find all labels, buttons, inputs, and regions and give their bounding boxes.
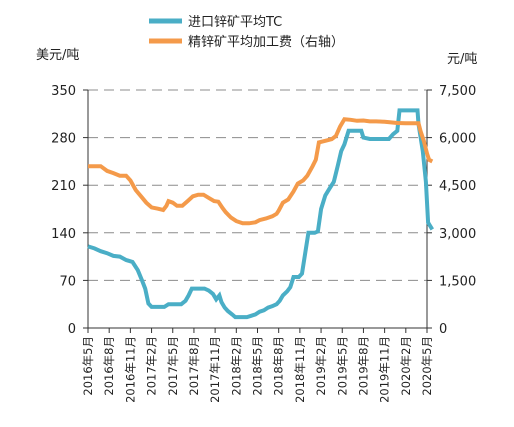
x-tick-label: 2018年11月 xyxy=(293,336,307,403)
series-lines xyxy=(87,108,435,320)
right-tick-label: 1,500 xyxy=(439,274,476,289)
legend-label-tc: 进口锌矿平均TC xyxy=(188,15,282,30)
series-line-import-tc xyxy=(87,108,435,320)
right-tick-label: 3,000 xyxy=(439,227,476,242)
x-tick-labels: 2016年5月 2016年8月 2016年11月 2017年2月 2017年5月 2017… xyxy=(81,336,434,403)
x-tick-label: 2018年5月 xyxy=(251,336,265,396)
left-tick-label: 0 xyxy=(68,322,76,337)
x-tick-label: 2019年2月 xyxy=(314,336,328,396)
left-tick-label: 280 xyxy=(51,132,76,147)
legend: 进口锌矿平均TC 精锌矿平均加工费（右轴） xyxy=(149,15,344,50)
x-tick-label: 2020年5月 xyxy=(420,336,434,396)
right-tick-label: 6,000 xyxy=(439,132,476,147)
x-tick-label: 2019年8月 xyxy=(356,336,370,396)
left-tick-label: 140 xyxy=(51,227,76,242)
legend-label-refined: 精锌矿平均加工费（右轴） xyxy=(188,35,344,50)
right-axis-unit: 元/吨 xyxy=(447,52,477,67)
right-tick-label: 0 xyxy=(439,322,447,337)
x-tick-label: 2019年5月 xyxy=(335,336,349,396)
x-tick-label: 2016年8月 xyxy=(102,336,116,396)
series-line-refined-fee xyxy=(88,117,434,226)
left-tick-label: 350 xyxy=(51,84,76,99)
left-axis-unit: 美元/吨 xyxy=(36,48,79,63)
x-tick-label: 2018年8月 xyxy=(272,336,286,396)
x-tick-label: 2017年8月 xyxy=(187,336,201,396)
right-tick-label: 4,500 xyxy=(439,179,476,194)
x-tick-label: 2017年11月 xyxy=(208,336,222,403)
grid-lines xyxy=(88,89,427,281)
x-tick-label: 2017年5月 xyxy=(166,336,180,396)
right-tick-label: 7,500 xyxy=(439,84,476,99)
x-tick-label: 2018年2月 xyxy=(229,336,243,396)
left-tick-label: 210 xyxy=(51,179,76,194)
axes xyxy=(83,89,432,333)
x-tick-label: 2020年2月 xyxy=(399,336,413,396)
x-tick-label: 2017年2月 xyxy=(145,336,159,396)
x-tick-label: 2016年11月 xyxy=(123,336,137,403)
left-y-tick-labels: 0 70 140 210 280 350 xyxy=(51,84,76,337)
left-tick-label: 70 xyxy=(59,274,76,289)
x-tick-label: 2019年11月 xyxy=(378,336,392,403)
x-tick-label: 2016年5月 xyxy=(81,336,95,396)
right-y-tick-labels: 0 1,500 3,000 4,500 6,000 7,500 xyxy=(439,84,476,337)
